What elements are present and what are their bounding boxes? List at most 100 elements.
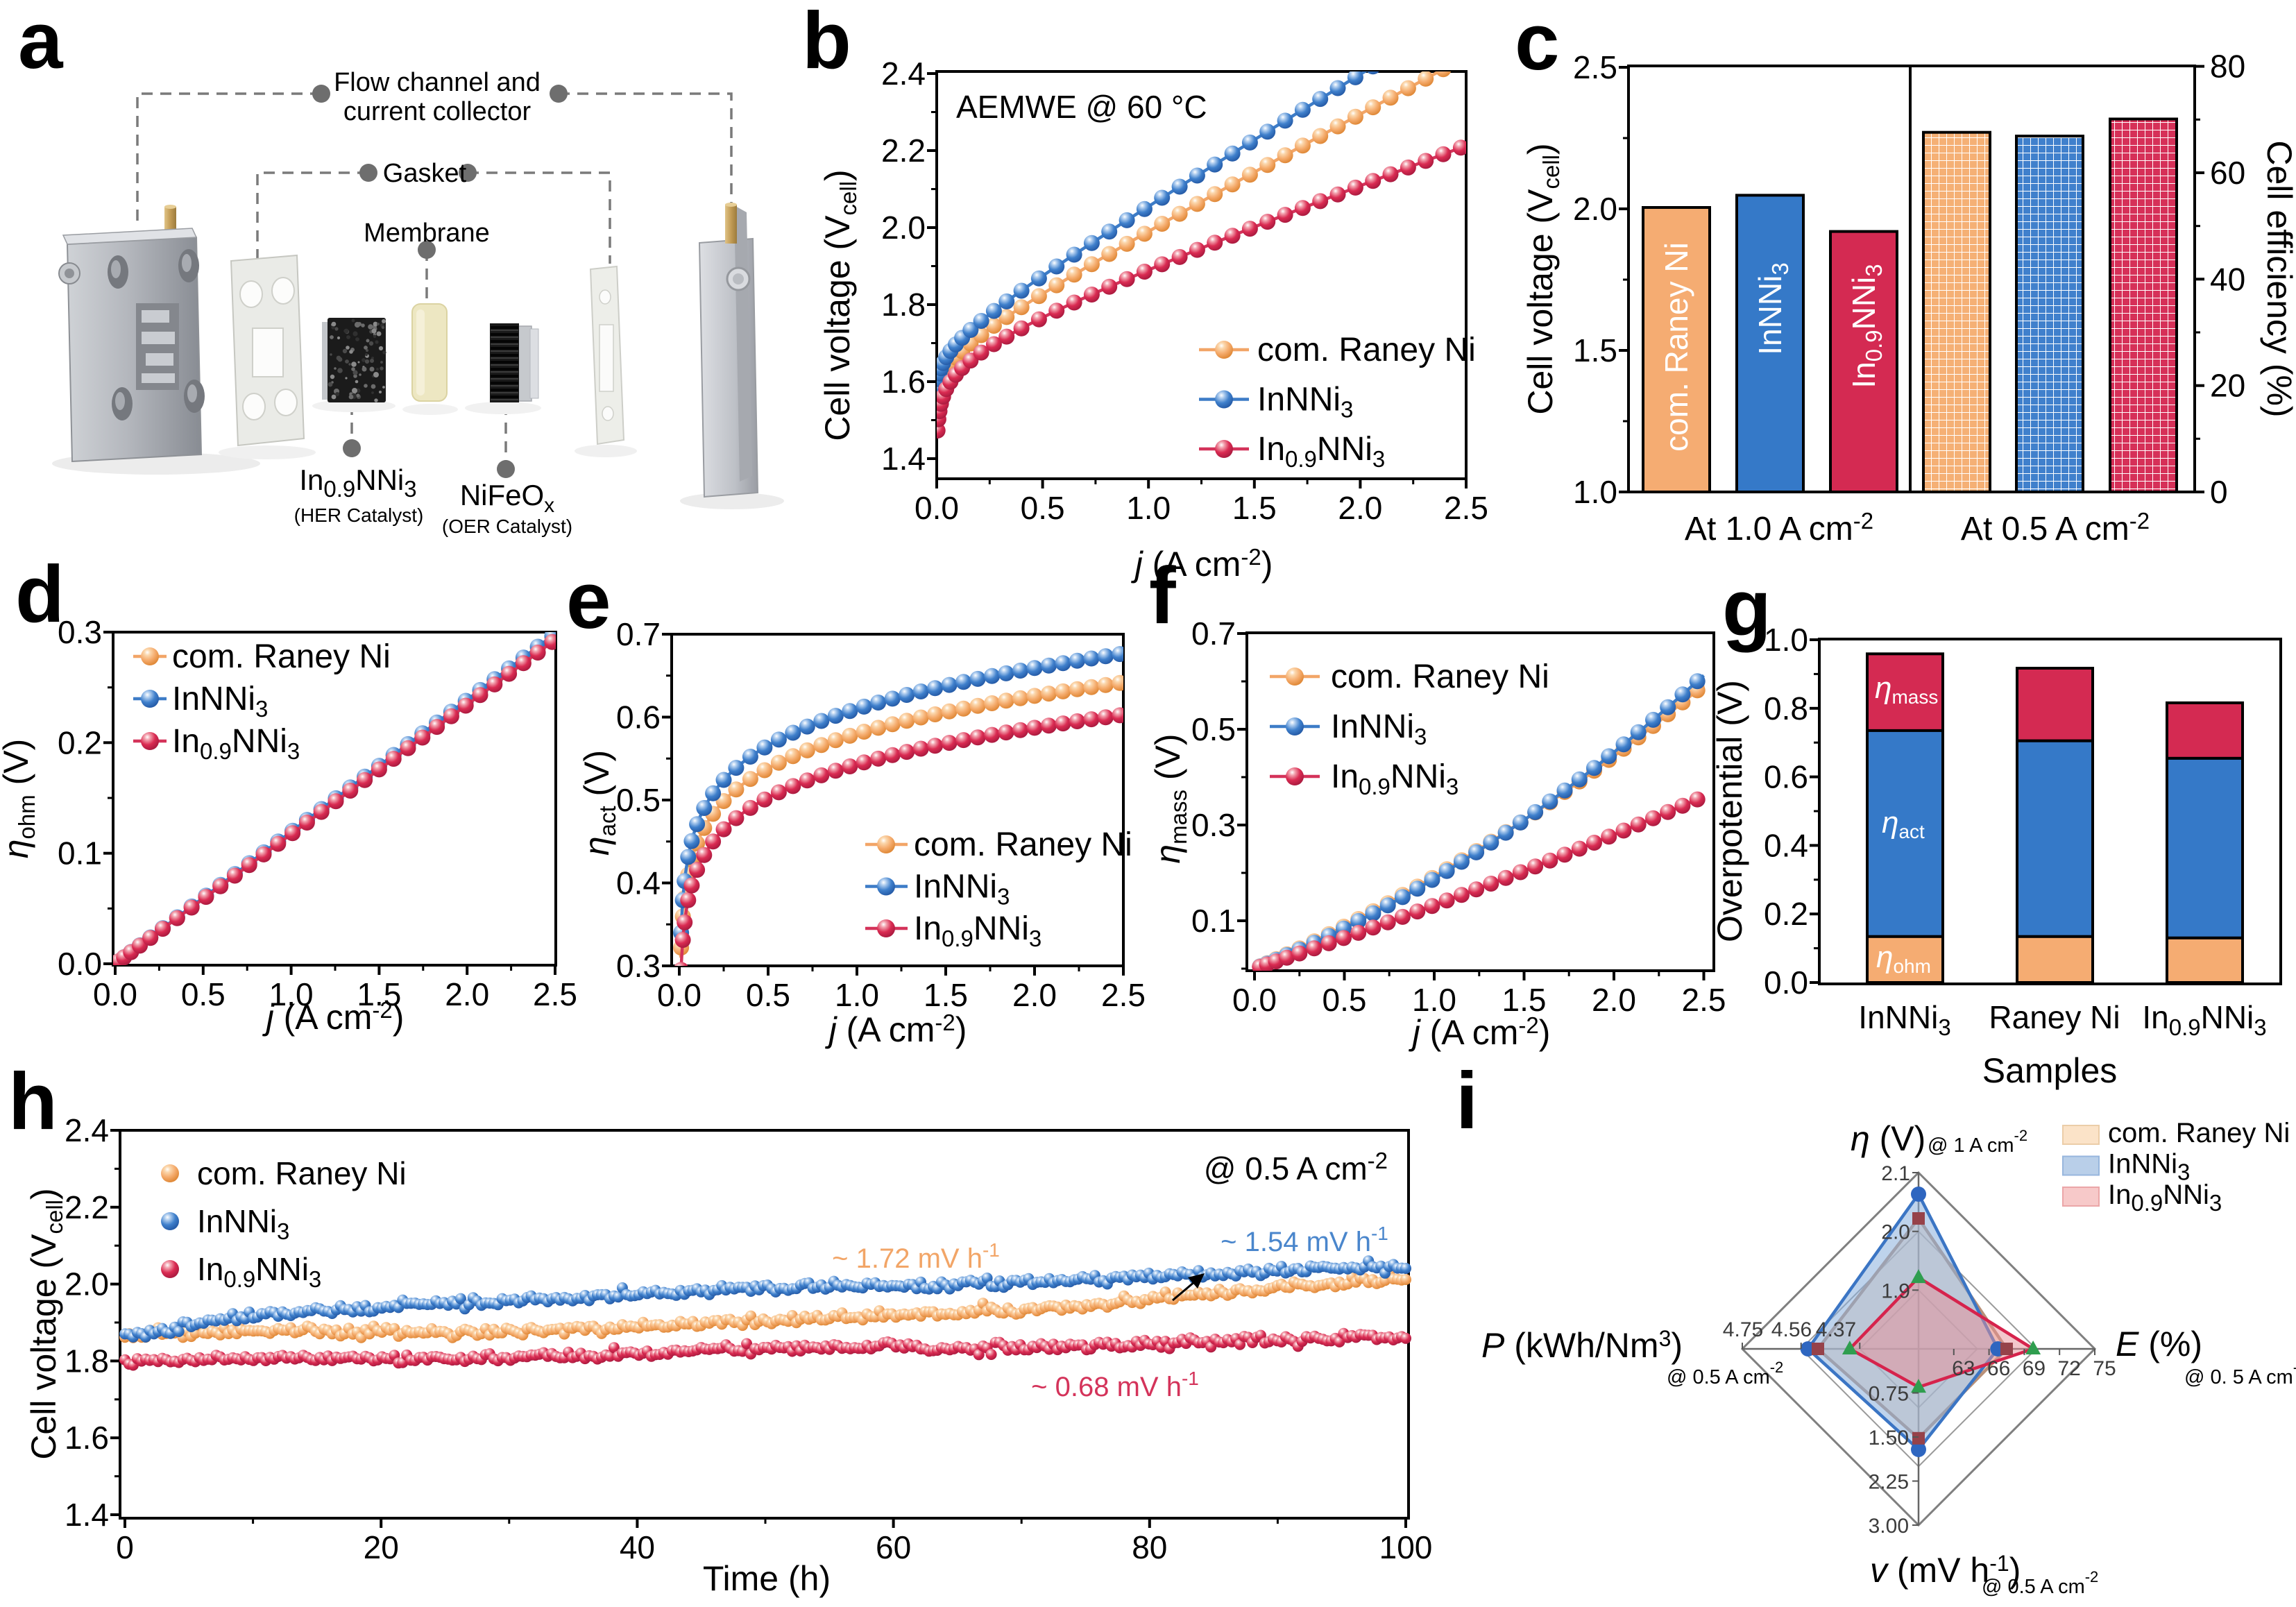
svg-text:In0.9NNi3: In0.9NNi3 [2108,1180,2222,1216]
svg-text:0: 0 [2210,474,2228,510]
svg-text:Raney Ni: Raney Ni [1989,999,2120,1035]
svg-text:InNNi3: InNNi3 [2108,1149,2190,1185]
svg-text:1.9: 1.9 [1881,1279,1910,1302]
svg-text:In0.9NNi3: In0.9NNi3 [172,723,300,764]
svg-text:0.3: 0.3 [58,614,102,650]
svg-text:InNNi3: InNNi3 [197,1203,289,1244]
svg-text:0.4: 0.4 [616,865,661,901]
svg-text:80: 80 [1132,1529,1167,1565]
svg-text:com. Raney Ni: com. Raney Ni [1257,332,1476,368]
svg-text:4.37: 4.37 [1816,1318,1856,1341]
svg-text:0.7: 0.7 [616,616,661,652]
svg-text:1.6: 1.6 [65,1420,109,1456]
svg-text:2.2: 2.2 [65,1189,109,1225]
svg-text:h: h [8,1056,58,1146]
svg-text:com. Raney Ni: com. Raney Ni [2108,1118,2290,1148]
svg-text:NiFeOx: NiFeOx [460,479,554,517]
svg-text:0.6: 0.6 [1764,759,1808,795]
svg-text:0.4: 0.4 [1764,827,1808,863]
svg-text:0.5: 0.5 [181,976,226,1012]
svg-text:40: 40 [620,1529,655,1565]
svg-text:2.1: 2.1 [1881,1162,1910,1185]
svg-text:In0.9NNi3: In0.9NNi3 [197,1251,321,1292]
svg-text:Time (h): Time (h) [703,1559,831,1598]
svg-text:com. Raney Ni: com. Raney Ni [1658,242,1694,452]
svg-text:InNNi3: InNNi3 [1858,999,1950,1040]
svg-text:4.75: 4.75 [1723,1318,1763,1341]
svg-text:75: 75 [2093,1357,2116,1380]
svg-text:~ 1.72 mV h-1: ~ 1.72 mV h-1 [832,1239,1000,1274]
svg-text:InNNi3: InNNi3 [172,681,268,722]
svg-text:b: b [802,0,851,85]
svg-text:2.0: 2.0 [1592,982,1636,1018]
svg-text:d: d [15,549,65,639]
svg-text:Flow channel and: Flow channel and [334,68,541,97]
svg-text:Overpotential (V): Overpotential (V) [1710,680,1749,942]
svg-text:At 0.5 A cm-2: At 0.5 A cm-2 [1961,508,2150,547]
svg-text:0.5: 0.5 [1191,711,1236,747]
svg-text:com. Raney Ni: com. Raney Ni [172,638,391,675]
svg-text:0.0: 0.0 [93,976,137,1012]
svg-text:80: 80 [2210,49,2245,85]
svg-text:2.0: 2.0 [1573,191,1617,227]
svg-text:2.2: 2.2 [881,133,926,169]
svg-text:1.4: 1.4 [881,441,926,477]
svg-text:2.0: 2.0 [1881,1221,1910,1244]
svg-text:0.6: 0.6 [616,699,661,736]
svg-text:0.5: 0.5 [746,977,790,1013]
svg-text:In0.9NNi3: In0.9NNi3 [1846,264,1887,388]
svg-text:~ 0.68 mV h-1: ~ 0.68 mV h-1 [1031,1368,1199,1402]
svg-text:0.0: 0.0 [915,490,959,526]
svg-text:i: i [1456,1055,1478,1146]
svg-text:0.2: 0.2 [1764,896,1808,932]
svg-text:1.5: 1.5 [924,977,968,1013]
svg-text:Cell efficiency (%): Cell efficiency (%) [2260,140,2296,417]
svg-text:1.0: 1.0 [1412,982,1456,1018]
svg-text:2.0: 2.0 [65,1266,109,1302]
svg-text:com. Raney Ni: com. Raney Ni [914,826,1132,863]
svg-text:0.5: 0.5 [1021,490,1065,526]
svg-text:1.6: 1.6 [881,364,926,400]
svg-text:0: 0 [116,1529,134,1565]
svg-text:InNNi3: InNNi3 [1331,708,1427,749]
svg-text:3.00: 3.00 [1869,1515,1909,1538]
svg-text:1.5: 1.5 [357,976,401,1012]
svg-text:2.5: 2.5 [1444,490,1488,526]
svg-text:In0.9NNi3: In0.9NNi3 [1331,758,1459,799]
svg-text:~ 1.54 mV h-1: ~ 1.54 mV h-1 [1221,1223,1388,1257]
svg-text:1.5: 1.5 [1502,982,1547,1018]
svg-text:40: 40 [2210,261,2245,297]
svg-text:ηact (V): ηact (V) [577,750,620,856]
svg-text:63: 63 [1952,1357,1975,1380]
svg-text:Samples: Samples [1982,1051,2118,1090]
svg-text:69: 69 [2023,1357,2046,1380]
svg-text:2.4: 2.4 [881,56,926,92]
svg-text:20: 20 [364,1529,399,1565]
svg-text:a: a [18,0,64,85]
svg-text:2.25: 2.25 [1869,1471,1909,1494]
svg-text:InNNi3: InNNi3 [1257,382,1353,423]
svg-text:(OER Catalyst): (OER Catalyst) [442,516,572,537]
svg-text:1.4: 1.4 [65,1497,109,1533]
svg-text:0.1: 0.1 [58,835,102,871]
svg-text:2.0: 2.0 [881,210,926,246]
svg-text:0.1: 0.1 [1191,903,1236,939]
svg-text:72: 72 [2058,1357,2081,1380]
svg-text:0.75: 0.75 [1869,1383,1909,1406]
svg-text:1.5: 1.5 [1232,490,1277,526]
svg-text:P (kWh/Nm3): P (kWh/Nm3) [1481,1326,1683,1365]
svg-text:20: 20 [2210,368,2245,404]
svg-text:(HER Catalyst): (HER Catalyst) [294,504,424,526]
svg-text:η (V): η (V) [1851,1119,1925,1158]
svg-text:66: 66 [1987,1357,2010,1380]
svg-text:1.5: 1.5 [1573,332,1617,368]
svg-text:2.0: 2.0 [445,976,489,1012]
svg-text:j (A cm-2): j (A cm-2) [825,1010,967,1049]
svg-text:ηmass: ηmass [1875,671,1938,708]
svg-text:0.0: 0.0 [657,977,701,1013]
svg-text:0.5: 0.5 [616,782,661,818]
svg-text:2.5: 2.5 [1682,982,1726,1018]
svg-text:100: 100 [1379,1529,1433,1565]
svg-text:1.0: 1.0 [835,977,879,1013]
svg-text:1.0: 1.0 [269,976,314,1012]
